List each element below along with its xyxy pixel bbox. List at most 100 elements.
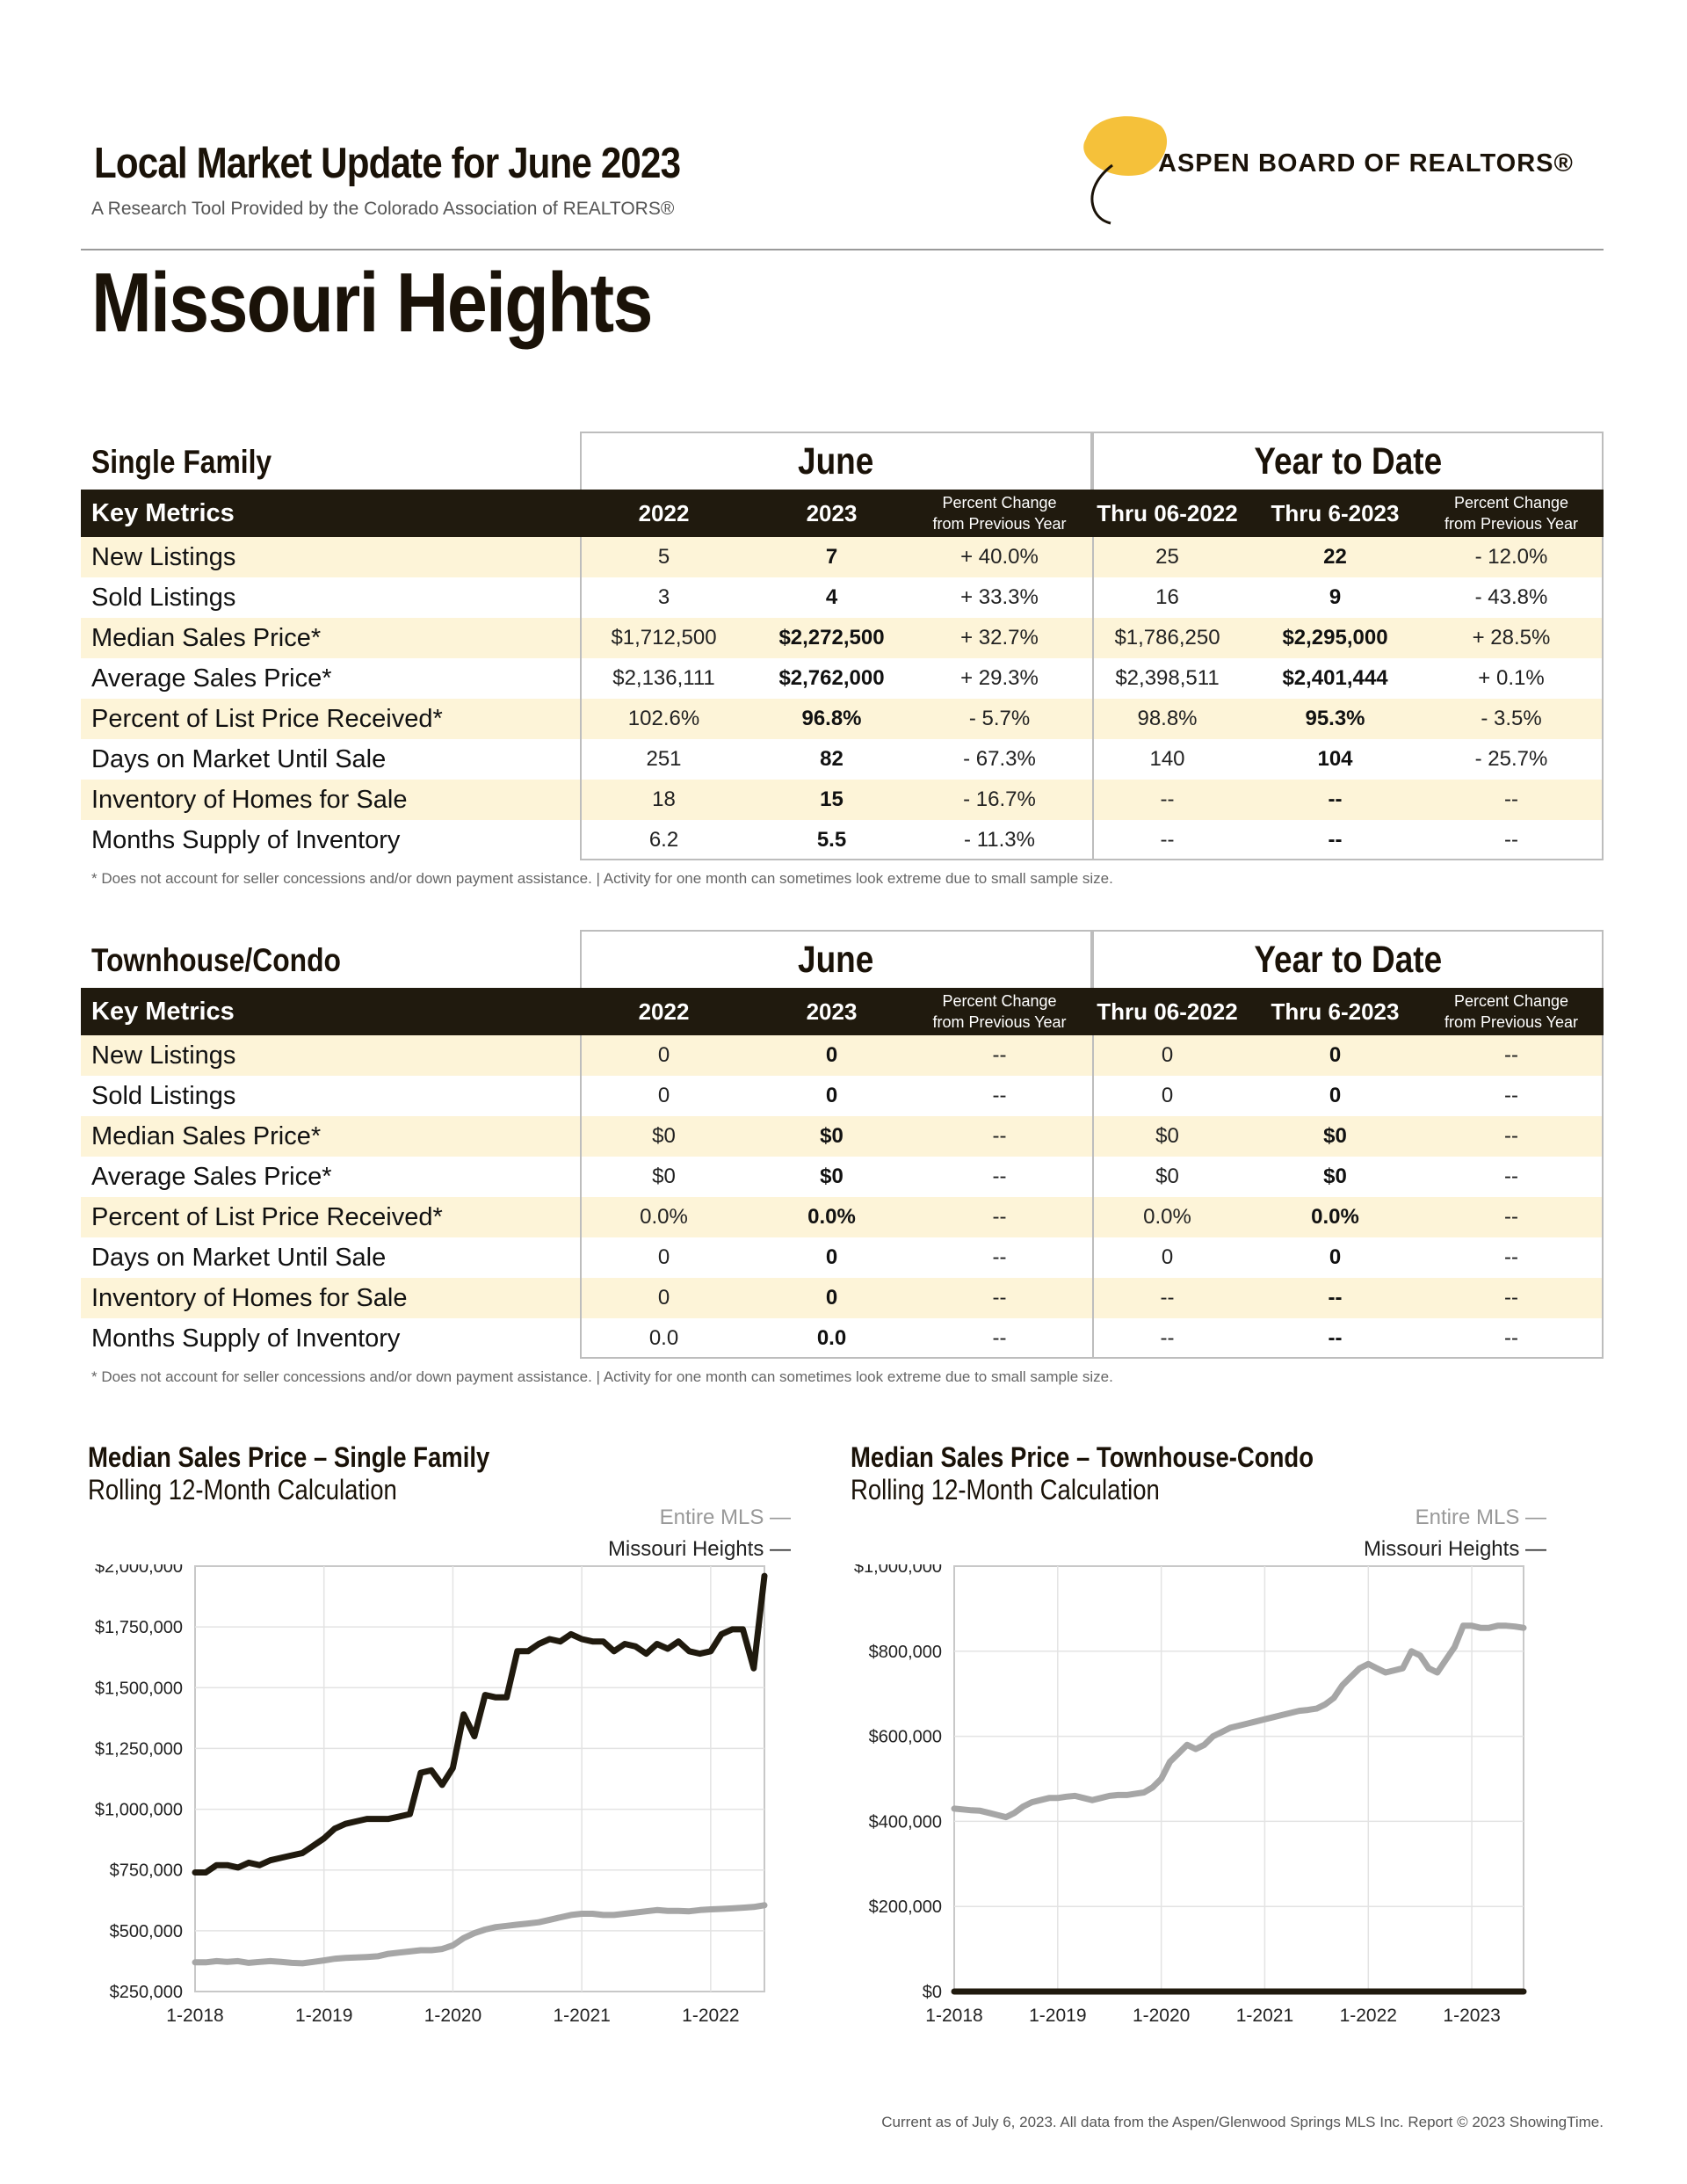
table-section-label: Single Family xyxy=(91,444,272,480)
metric-value: - 11.3% xyxy=(964,828,1035,852)
metric-value: 18 xyxy=(652,787,676,811)
group-year-to-date-label: Year to Date xyxy=(1254,440,1442,483)
col-thru-2022: Thru 06-2022 xyxy=(1097,499,1238,526)
metric-value: 98.8% xyxy=(1137,707,1198,730)
metric-label: Percent of List Price Received* xyxy=(91,704,443,733)
metric-value: + 40.0% xyxy=(960,545,1039,569)
metric-value: -- xyxy=(1328,1326,1343,1350)
col-pct-change-june: Percent Change from Previous Year xyxy=(916,988,1083,1035)
metric-value: 16 xyxy=(1155,585,1179,609)
report-subtitle: A Research Tool Provided by the Colorado… xyxy=(91,199,675,219)
pct-change-line2: from Previous Year xyxy=(1444,1013,1579,1031)
metric-value: - 12.0% xyxy=(1474,545,1548,569)
y-tick-label: $750,000 xyxy=(110,1861,183,1881)
group-year-to-date-label: Year to Date xyxy=(1254,939,1442,981)
metric-value: 7 xyxy=(825,545,838,569)
metric-label: Inventory of Homes for Sale xyxy=(91,785,408,814)
metric-value: 0 xyxy=(657,1084,670,1107)
y-tick-label: $200,000 xyxy=(869,1897,942,1917)
col-2022: 2022 xyxy=(638,499,690,526)
metric-value: 0 xyxy=(825,1084,838,1107)
metric-value: 4 xyxy=(825,585,838,609)
logo: ASPEN BOARD OF REALTORS® xyxy=(1077,112,1604,227)
group-june: June xyxy=(580,432,1092,490)
metric-value: + 29.3% xyxy=(960,666,1039,690)
table-row: Sold Listings 3 4 + 33.3% 16 9 - 43.8% xyxy=(81,577,1604,618)
table-row: Percent of List Price Received* 0.0% 0.0% -… xyxy=(81,1197,1604,1237)
table-section-label: Townhouse/Condo xyxy=(91,942,341,978)
chart1-title: Median Sales Price – Single Family xyxy=(88,1441,490,1473)
metric-value: 0.0 xyxy=(648,1326,679,1350)
metric-value: $2,762,000 xyxy=(778,666,885,690)
metric-value: 0 xyxy=(1161,1084,1174,1107)
table-divider xyxy=(1092,1035,1094,1359)
metric-value: + 32.7% xyxy=(960,626,1039,649)
single-family-table: Single Family June Year to Date Key Metrics… xyxy=(81,432,1604,860)
col-pct-change-ytd: Percent Change from Previous Year xyxy=(1419,490,1604,537)
metric-label: New Listings xyxy=(91,542,236,571)
pct-change-line2: from Previous Year xyxy=(932,515,1067,533)
metric-label: Percent of List Price Received* xyxy=(91,1202,443,1231)
x-tick-label: 1-2023 xyxy=(1443,2006,1500,2026)
series-line-entire-mls xyxy=(951,1622,1527,1821)
metric-value: $2,136,111 xyxy=(612,666,715,690)
metric-value: $0 xyxy=(1323,1124,1347,1148)
group-year-to-date-title: Year to Date xyxy=(1094,440,1602,483)
table-row: Days on Market Until Sale 251 82 - 67.3% 140… xyxy=(81,739,1604,780)
y-tick-label: $600,000 xyxy=(869,1728,942,1747)
pct-change-line1: Percent Change xyxy=(1453,992,1569,1010)
pct-change-line2: from Previous Year xyxy=(932,1013,1067,1031)
metric-value: 25 xyxy=(1155,545,1179,569)
group-june: June xyxy=(580,930,1092,988)
metric-value: -- xyxy=(1504,787,1518,811)
metric-value: -- xyxy=(1328,1286,1343,1310)
metric-value: 0 xyxy=(1329,1043,1342,1067)
metric-value: 0.0% xyxy=(1311,1205,1359,1229)
x-tick-label: 1-2019 xyxy=(1029,2006,1086,2026)
metric-value: 0 xyxy=(657,1286,670,1310)
col-pct-change-ytd: Percent Change from Previous Year xyxy=(1419,988,1604,1035)
col-2023: 2023 xyxy=(806,499,858,526)
table-group-header: Townhouse/Condo June Year to Date xyxy=(81,930,1604,988)
table-bottom-rule xyxy=(580,1357,1604,1359)
x-tick-label: 1-2018 xyxy=(925,2006,982,2026)
table-row: Sold Listings 0 0 -- 0 0 -- xyxy=(81,1076,1604,1116)
chart2-svg: $1,000,000 $800,000 $600,000 $400,000 $200,0… xyxy=(854,1564,1527,2026)
metric-value: -- xyxy=(1160,828,1175,852)
metric-label: Days on Market Until Sale xyxy=(91,744,387,773)
y-tick-label: $800,000 xyxy=(869,1643,942,1662)
table-divider xyxy=(580,537,582,860)
table-divider xyxy=(580,1035,582,1359)
aspen-leaf-icon xyxy=(1083,116,1168,225)
area-title: Missouri Heights xyxy=(91,256,653,350)
metric-label: Average Sales Price* xyxy=(91,664,332,693)
y-tick-label: $1,000,000 xyxy=(854,1564,942,1577)
metric-value: 0.0 xyxy=(816,1326,847,1350)
metric-value: 9 xyxy=(1329,585,1342,609)
col-pct-change-june: Percent Change from Previous Year xyxy=(916,490,1083,537)
metric-value: $2,401,444 xyxy=(1282,666,1388,690)
chart1-legend-entire-mls: Entire MLS — xyxy=(659,1506,791,1529)
series-line-area xyxy=(192,1572,768,1876)
metric-value: $1,786,250 xyxy=(1114,626,1220,649)
x-tick-label: 1-2020 xyxy=(1133,2006,1190,2026)
townhouse-table: Townhouse/Condo June Year to Date Key Metri… xyxy=(81,930,1604,1359)
metric-value: $0 xyxy=(652,1124,676,1148)
metric-value: 0.0% xyxy=(1143,1205,1191,1229)
y-tick-label: $1,000,000 xyxy=(95,1801,183,1820)
pct-change-line2: from Previous Year xyxy=(1444,515,1579,533)
metric-value: 6.2 xyxy=(648,828,679,852)
metric-value: -- xyxy=(992,1245,1007,1269)
y-tick-label: $1,250,000 xyxy=(95,1739,183,1759)
table-bottom-rule xyxy=(580,859,1604,860)
metric-value: $0 xyxy=(1323,1165,1347,1188)
x-tick-label: 1-2022 xyxy=(1340,2006,1397,2026)
pct-change-line1: Percent Change xyxy=(942,992,1057,1010)
metric-value: $2,295,000 xyxy=(1282,626,1388,649)
table-row: Median Sales Price* $0 $0 -- $0 $0 -- xyxy=(81,1116,1604,1157)
table-row: Average Sales Price* $2,136,111 $2,762,000… xyxy=(81,658,1604,699)
metric-value: 96.8% xyxy=(801,707,862,730)
metric-value: 0.0% xyxy=(640,1205,688,1229)
group-june-title: June xyxy=(582,939,1090,982)
metric-value: -- xyxy=(1328,828,1343,852)
